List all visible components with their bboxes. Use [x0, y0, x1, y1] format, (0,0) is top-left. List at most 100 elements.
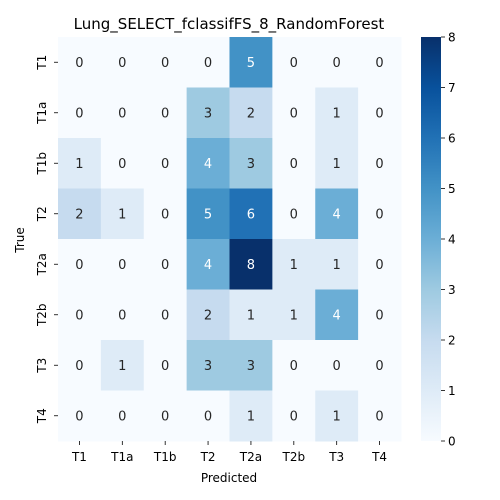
cell-value-label: 0 [118, 106, 126, 121]
heatmap-cell [100, 390, 145, 442]
cell-value-label: 0 [204, 56, 212, 71]
heatmap-cell [315, 138, 359, 189]
heatmap-cell [186, 390, 230, 442]
cell-value-label: 5 [204, 207, 212, 222]
colorbar-tick-label: 2 [448, 334, 456, 348]
cell-value-label: 0 [204, 409, 212, 424]
cell-value-label: 5 [247, 56, 255, 71]
heatmap-cell [358, 37, 402, 88]
heatmap-cell [358, 188, 402, 240]
colorbar-tick-label: 5 [448, 182, 456, 196]
heatmap-cell [58, 37, 102, 88]
heatmap-cell [358, 239, 402, 290]
cell-value-label: 0 [375, 207, 383, 222]
heatmap-cell [186, 87, 230, 139]
heatmap-cell [272, 87, 316, 139]
cell-value-label: 0 [118, 56, 126, 71]
cell-value-label: 0 [375, 157, 383, 172]
heatmap-cell [58, 390, 102, 442]
cell-value-label: 1 [290, 258, 298, 273]
cell-value-label: 0 [75, 308, 83, 323]
heatmap-cell [229, 37, 273, 88]
heatmap-cell [143, 138, 188, 189]
cell-value-label: 8 [247, 258, 255, 273]
heatmap-cell [100, 239, 145, 290]
cell-value-label: 2 [247, 106, 255, 121]
cell-value-label: 6 [247, 207, 255, 222]
heatmap-cell [143, 239, 188, 290]
heatmap-cell [186, 188, 230, 240]
heatmap-cell [315, 87, 359, 139]
cell-value-label: 0 [118, 258, 126, 273]
y-tick-label: T2a [35, 253, 49, 276]
heatmap-cell [315, 390, 359, 442]
cell-value-label: 0 [118, 308, 126, 323]
heatmap-cell [358, 138, 402, 189]
cell-value-label: 1 [247, 409, 255, 424]
cell-value-label: 0 [290, 157, 298, 172]
cell-value-label: 0 [161, 359, 169, 374]
cell-value-label: 0 [75, 106, 83, 121]
x-tick-label: T2a [239, 450, 262, 464]
cell-value-label: 1 [247, 308, 255, 323]
heatmap-cell [229, 289, 273, 341]
cell-value-label: 0 [290, 207, 298, 222]
cell-value-label: 1 [118, 359, 126, 374]
heatmap-cell [315, 37, 359, 88]
heatmap-cell [358, 87, 402, 139]
heatmap-cell [315, 340, 359, 391]
heatmap-cell [272, 138, 316, 189]
y-tick-label: T1a [35, 102, 49, 125]
cell-value-label: 1 [333, 106, 341, 121]
cell-value-label: 0 [75, 359, 83, 374]
cell-value-label: 1 [333, 258, 341, 273]
heatmap-cell [272, 239, 316, 290]
y-tick-label: T2 [35, 206, 49, 222]
cell-value-label: 0 [118, 409, 126, 424]
cell-value-label: 0 [333, 359, 341, 374]
heatmap-cell [143, 289, 188, 341]
x-axis-ticks: T1 T1a T1b T2 T2a T2b T3 T4 [71, 441, 387, 464]
heatmap-cell [272, 390, 316, 442]
heatmap-cell [100, 289, 145, 341]
cell-value-label: 0 [375, 56, 383, 71]
x-tick-label: T2b [282, 450, 306, 464]
heatmap-cell [229, 340, 273, 391]
cell-value-label: 0 [75, 409, 83, 424]
cell-value-label: 0 [161, 157, 169, 172]
heatmap-cell [100, 138, 145, 189]
heatmap-cell [229, 239, 273, 290]
colorbar-tick-label: 8 [448, 31, 456, 45]
cell-value-label: 0 [161, 56, 169, 71]
heatmap-cell [272, 37, 316, 88]
cell-value-label: 4 [333, 308, 341, 323]
heatmap-cell [186, 239, 230, 290]
heatmap-cell [358, 289, 402, 341]
heatmap-cell [229, 188, 273, 240]
cell-value-label: 0 [290, 359, 298, 374]
heatmap-cell [358, 340, 402, 391]
cell-value-label: 4 [333, 207, 341, 222]
cell-value-label: 2 [204, 308, 212, 323]
x-tick-label: T3 [328, 450, 344, 464]
cell-value-label: 0 [161, 106, 169, 121]
heatmap-cell [186, 340, 230, 391]
heatmap-cell [272, 188, 316, 240]
cell-value-label: 4 [204, 157, 212, 172]
x-tick-label: T2 [200, 450, 216, 464]
colorbar-tick-label: 7 [448, 81, 456, 95]
cell-value-label: 4 [204, 258, 212, 273]
y-axis-ticks: T1 T1a T1b T2 T2a T2b T3 T4 [35, 55, 58, 424]
cell-value-label: 0 [333, 56, 341, 71]
cell-value-label: 0 [118, 157, 126, 172]
cell-value-label: 0 [375, 409, 383, 424]
colorbar [421, 37, 441, 441]
heatmap-cell [229, 390, 273, 442]
heatmap-cell [143, 340, 188, 391]
cell-value-label: 0 [375, 359, 383, 374]
heatmap-cell [100, 87, 145, 139]
cell-value-label: 3 [204, 359, 212, 374]
colorbar-tick-label: 0 [448, 435, 456, 449]
colorbar-tick-label: 3 [448, 283, 456, 297]
cell-value-label: 0 [290, 56, 298, 71]
